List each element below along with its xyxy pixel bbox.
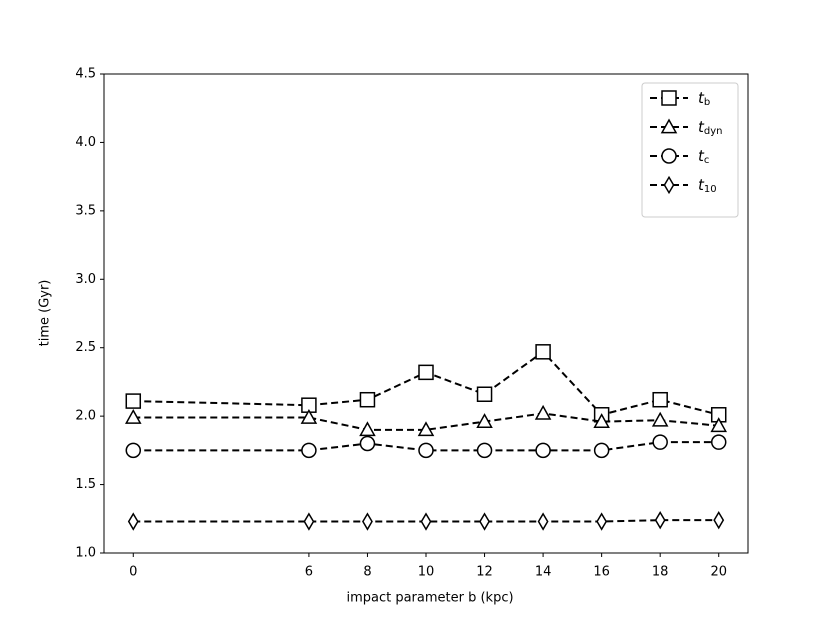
marker [593,442,610,459]
marker [127,512,139,531]
marker [125,442,142,459]
marker [652,391,668,408]
y-tick-label: 2.0 [75,409,96,424]
x-tick-label: 6 [305,565,313,580]
marker [710,417,728,433]
legend-label: tc [698,147,709,167]
y-tick-label: 4.0 [75,135,96,150]
x-tick-label: 10 [418,565,435,580]
marker [420,512,432,531]
marker [652,434,668,450]
marker [359,435,376,452]
marker [661,148,677,164]
marker [535,344,551,360]
marker [125,393,142,409]
y-tick-label: 3.0 [75,272,96,287]
x-tick-label: 12 [476,565,493,580]
marker [359,391,376,408]
y-tick-label: 2.5 [75,340,96,355]
marker [301,442,317,459]
marker [660,118,678,134]
marker [124,408,142,424]
y-tick-label: 4.5 [75,67,96,82]
marker [661,90,677,106]
y-axis-label: time (Gyr) [38,280,53,347]
marker [710,434,727,450]
legend-box [641,82,739,218]
marker [654,510,666,530]
marker [300,408,318,424]
y-tick-label: 1.0 [75,546,96,561]
y-tick-label: 1.5 [75,477,96,492]
marker [713,510,725,530]
series-line [133,519,719,523]
marker [303,512,315,531]
series-line [133,350,719,416]
marker [663,175,675,195]
marker [359,421,376,437]
x-tick-label: 18 [652,565,669,580]
marker [362,512,373,531]
marker [418,364,434,381]
legend-label: t10 [698,176,717,196]
marker [479,512,490,531]
marker [476,413,493,428]
x-tick-label: 14 [535,565,552,580]
x-tick-label: 0 [129,565,137,580]
marker [534,404,552,420]
x-tick-label: 20 [710,565,727,580]
marker [417,421,435,437]
marker [535,442,551,459]
marker [593,413,610,428]
marker [537,512,549,531]
y-tick-label: 3.5 [75,203,96,218]
legend-label: tb [698,89,710,109]
marker [476,386,493,402]
marker [596,512,608,531]
marker [476,442,493,459]
x-tick-label: 16 [593,565,610,580]
x-axis-label: impact parameter b (kpc) [346,591,513,606]
legend-label: tdyn [698,118,723,138]
marker [418,442,434,459]
marker [651,411,669,427]
x-tick-label: 8 [363,565,371,580]
